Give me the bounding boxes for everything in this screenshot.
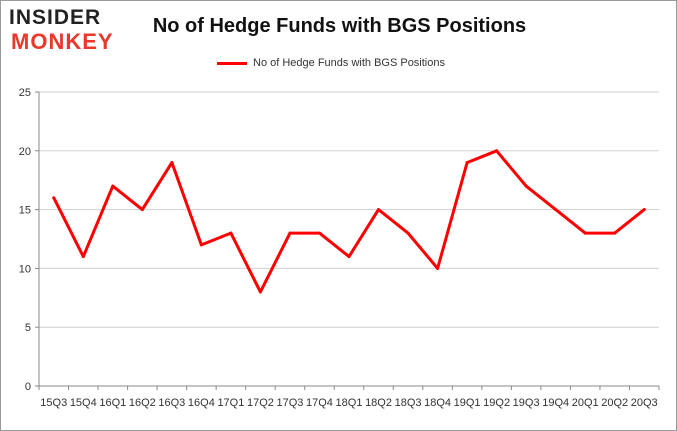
data-point [81,255,85,259]
x-tick-label: 19Q1 [454,397,481,409]
x-tick-label: 16Q3 [158,397,185,409]
data-point [524,184,528,188]
x-axis-tick-labels: 15Q3 15Q4 16Q1 16Q2 16Q3 16Q4 17Q1 17Q2 17Q3 17Q4… [40,397,657,409]
x-tick-label: 17Q3 [276,397,303,409]
data-point [495,149,499,153]
data-point [347,255,351,259]
x-tick-label: 16Q2 [129,397,156,409]
data-point [140,208,144,212]
chart-title: No of Hedge Funds with BGS Positions [152,15,527,37]
data-point [111,184,115,188]
data-point [583,231,587,235]
y-tick-label: 10 [19,263,31,275]
x-tick-label: 16Q1 [99,397,126,409]
series-group [52,149,646,294]
data-point [229,231,233,235]
y-tick-label: 0 [25,381,31,393]
data-point [642,208,646,212]
data-point [317,231,321,235]
data-point [377,208,381,212]
data-point [613,231,617,235]
legend-line-swatch [217,61,247,65]
logo-text-monkey: MONKEY [11,29,114,54]
data-point [436,266,440,270]
data-point [288,231,292,235]
legend-label: No of Hedge Funds with BGS Positions [253,57,445,69]
x-tick-label: 18Q3 [395,397,422,409]
x-tick-label: 18Q2 [365,397,392,409]
x-tick-label: 16Q4 [188,397,215,409]
y-axis-tick-labels: 0 5 10 15 20 25 [19,87,31,393]
data-point [170,161,174,165]
data-point [406,231,410,235]
grid-lines [39,91,659,328]
x-tick-label: 18Q4 [424,397,451,409]
x-tick-label: 19Q2 [483,397,510,409]
data-point [52,196,56,200]
x-tick-label: 18Q1 [336,397,363,409]
x-tick-label: 15Q3 [40,397,67,409]
x-tick-label: 17Q1 [217,397,244,409]
x-tick-label: 19Q3 [513,397,540,409]
x-tick-label: 15Q4 [70,397,97,409]
data-point [554,208,558,212]
y-tick-label: 15 [19,205,31,217]
chart-axes [35,91,660,390]
chart-legend: No of Hedge Funds with BGS Positions [217,56,445,70]
x-tick-label: 20Q1 [572,397,599,409]
x-tick-label: 17Q2 [247,397,274,409]
x-tick-label: 17Q4 [306,397,333,409]
y-tick-label: 5 [25,322,31,334]
y-tick-label: 25 [19,87,31,99]
data-point [258,290,262,294]
insider-monkey-logo: INSIDER MONKEY [9,7,127,55]
x-tick-label: 20Q3 [631,397,658,409]
y-tick-label: 20 [19,146,31,158]
series-line-0 [52,149,646,294]
x-tick-label: 20Q2 [601,397,628,409]
x-tick-label: 19Q4 [542,397,569,409]
data-point [199,243,203,247]
data-point [465,161,469,165]
logo-text-insider: INSIDER [9,6,102,29]
